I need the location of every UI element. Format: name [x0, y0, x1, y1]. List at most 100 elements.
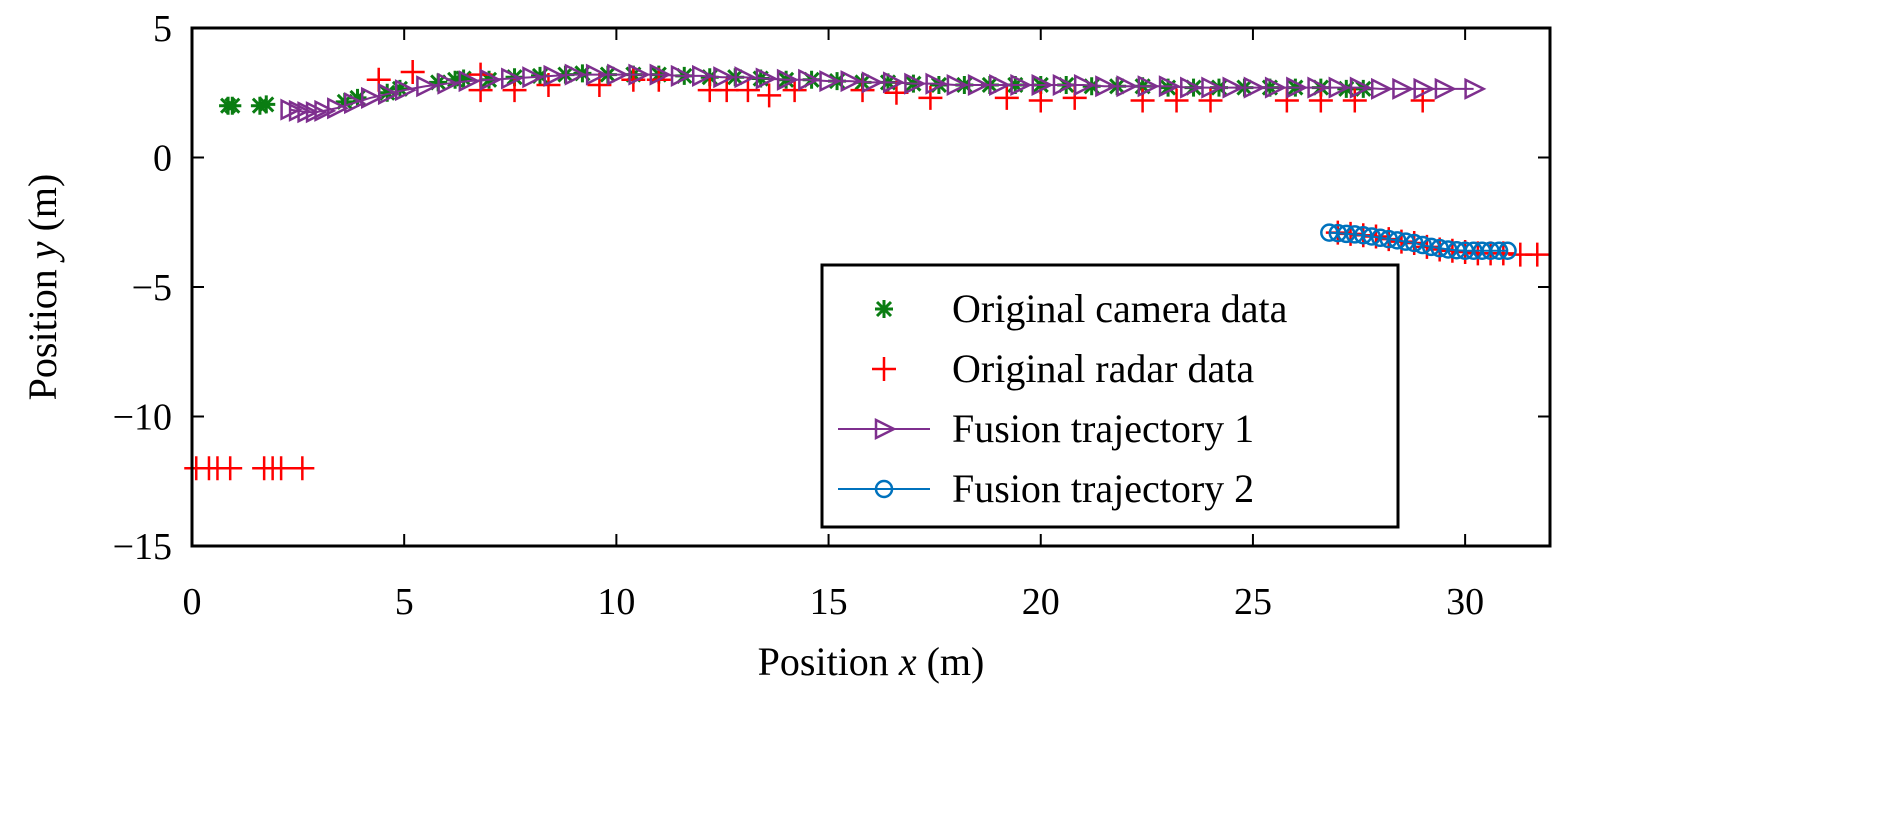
fusion-trajectory-2-point — [1354, 225, 1373, 245]
fusion-trajectory-1-point — [989, 73, 1012, 97]
fusion-trajectory-1-point — [819, 70, 842, 93]
original-radar-data-point — [1164, 88, 1189, 113]
legend-marker-triangle-right-icon — [874, 417, 897, 441]
legend-label: Original radar data — [952, 346, 1254, 391]
legend-item-original-radar-data: Original radar data — [872, 346, 1254, 391]
original-radar-data-point — [621, 67, 646, 92]
original-radar-data-point — [290, 456, 315, 481]
fusion-trajectory-2-point — [1371, 228, 1390, 248]
fusion-trajectory-1-point — [882, 71, 906, 94]
fusion-trajectory-1-point — [946, 73, 969, 97]
fusion-trajectory-1-point — [1073, 73, 1096, 97]
original-radar-data-point — [1525, 242, 1550, 267]
original-radar-data-point — [218, 456, 243, 481]
original-radar-data-point — [400, 60, 425, 85]
fusion-trajectory-1-point — [1137, 75, 1160, 98]
fusion-trajectory-1-point — [607, 63, 630, 86]
fusion-trajectory-1-point — [1158, 75, 1181, 98]
fusion-trajectory-1-point — [967, 73, 990, 97]
fusion-trajectory-1-point — [1307, 76, 1330, 99]
x-tick-label: 25 — [1234, 581, 1272, 623]
fusion-trajectory-1-point — [1052, 73, 1075, 97]
fusion-trajectory-1-point — [861, 71, 884, 94]
fusion-trajectory-1-point — [1095, 75, 1118, 98]
fusion-trajectory-1-point — [670, 64, 693, 87]
fusion-trajectory-1-point — [416, 75, 439, 98]
legend-item-fusion-trajectory-2: Fusion trajectory 2 — [838, 466, 1254, 511]
y-tick-label: 5 — [153, 8, 172, 50]
fusion-trajectory-1-point — [1264, 76, 1287, 99]
fusion-trajectory-1-point — [692, 64, 715, 87]
fusion-trajectory-2-point — [1413, 235, 1432, 255]
original-camera-data-point — [1354, 79, 1373, 98]
fusion-trajectory-2-point — [1498, 241, 1517, 260]
fusion-trajectory-2-point — [1379, 229, 1398, 249]
fusion-trajectory-1-point — [327, 97, 350, 120]
fusion-trajectory-1-point — [394, 79, 417, 102]
fusion-trajectory-2-point — [1396, 232, 1415, 251]
y-axis-label: Position y (m) — [20, 174, 65, 401]
fusion-trajectory-1-point — [1243, 76, 1266, 99]
original-camera-data-point — [929, 75, 948, 94]
legend-marker-plus-icon — [872, 357, 896, 381]
original-radar-data-point — [269, 456, 294, 481]
x-tick-label: 15 — [810, 581, 848, 623]
fusion-trajectory-1-point — [1434, 77, 1457, 100]
original-radar-data-point — [1028, 88, 1053, 113]
x-tick-label: 0 — [183, 581, 202, 623]
fusion-trajectory-1-point — [377, 83, 401, 106]
original-radar-data-point — [714, 78, 739, 103]
fusion-trajectory-1-point — [649, 63, 672, 86]
fusion-trajectory-1-point — [713, 66, 736, 89]
fusion-trajectory-1-point — [585, 63, 608, 86]
fusion-trajectory-1-point — [479, 68, 502, 91]
fusion-trajectory-1-point — [501, 67, 524, 90]
fusion-trajectory-1-point — [755, 67, 778, 90]
legend-item-fusion-trajectory-1: Fusion trajectory 1 — [838, 406, 1254, 451]
y-tick-label: −5 — [132, 267, 172, 309]
legend-marker-asterisk-icon — [875, 300, 893, 318]
y-tick-label: −10 — [113, 397, 172, 439]
fusion-trajectory-1-point — [1371, 77, 1394, 100]
fusion-trajectory-2-point — [1404, 233, 1424, 253]
fusion-trajectory-2-point — [1489, 241, 1509, 260]
x-axis-label: Position x (m) — [758, 639, 985, 684]
fusion-trajectory-1-point — [840, 70, 863, 93]
legend-label: Original camera data — [952, 286, 1288, 331]
fusion-trajectory-1-point — [1222, 76, 1245, 99]
original-camera-data-point — [257, 95, 276, 114]
fusion-trajectory-1-point — [1413, 77, 1436, 100]
original-radar-data-point — [1342, 88, 1367, 113]
fusion-trajectory-2-line — [1329, 231, 1508, 252]
fusion-trajectory-1-point — [1010, 73, 1033, 97]
fusion-trajectory-1-point — [344, 92, 367, 115]
fusion-trajectory-1-point — [1349, 76, 1372, 99]
fusion-trajectory-1-point — [458, 70, 481, 93]
original-radar-data-point — [1308, 88, 1333, 113]
original-camera-data-point — [390, 79, 409, 98]
x-tick-label: 20 — [1022, 581, 1060, 623]
fusion-trajectory-1-point — [628, 63, 651, 86]
original-camera-data-point — [1159, 78, 1178, 97]
fusion-trajectory-1-point — [522, 66, 545, 89]
original-camera-data-point — [378, 83, 397, 102]
fusion-trajectory-1-point — [1286, 76, 1309, 99]
original-radar-data-point — [735, 78, 760, 103]
x-tick-label: 10 — [597, 581, 635, 623]
x-tick-label: 5 — [395, 581, 414, 623]
fusion-trajectory-2-point — [1362, 227, 1382, 246]
fusion-trajectory-1-point — [437, 72, 460, 95]
original-camera-data-point — [454, 69, 473, 88]
fusion-trajectory-1-point — [1180, 76, 1203, 99]
y-tick-label: 0 — [153, 138, 172, 180]
legend-item-original-camera-data: Original camera data — [875, 286, 1288, 331]
fusion-trajectory-1-point — [1464, 77, 1487, 100]
original-camera-data-point — [223, 96, 242, 115]
fusion-trajectory-1-point — [1116, 75, 1139, 98]
original-camera-data-point — [348, 88, 367, 107]
fusion-trajectory-1-point — [776, 68, 799, 91]
fusion-trajectory-1-point — [1201, 76, 1224, 99]
fusion-trajectory-1-point — [734, 66, 757, 89]
fusion-trajectory-1-point — [798, 68, 821, 91]
